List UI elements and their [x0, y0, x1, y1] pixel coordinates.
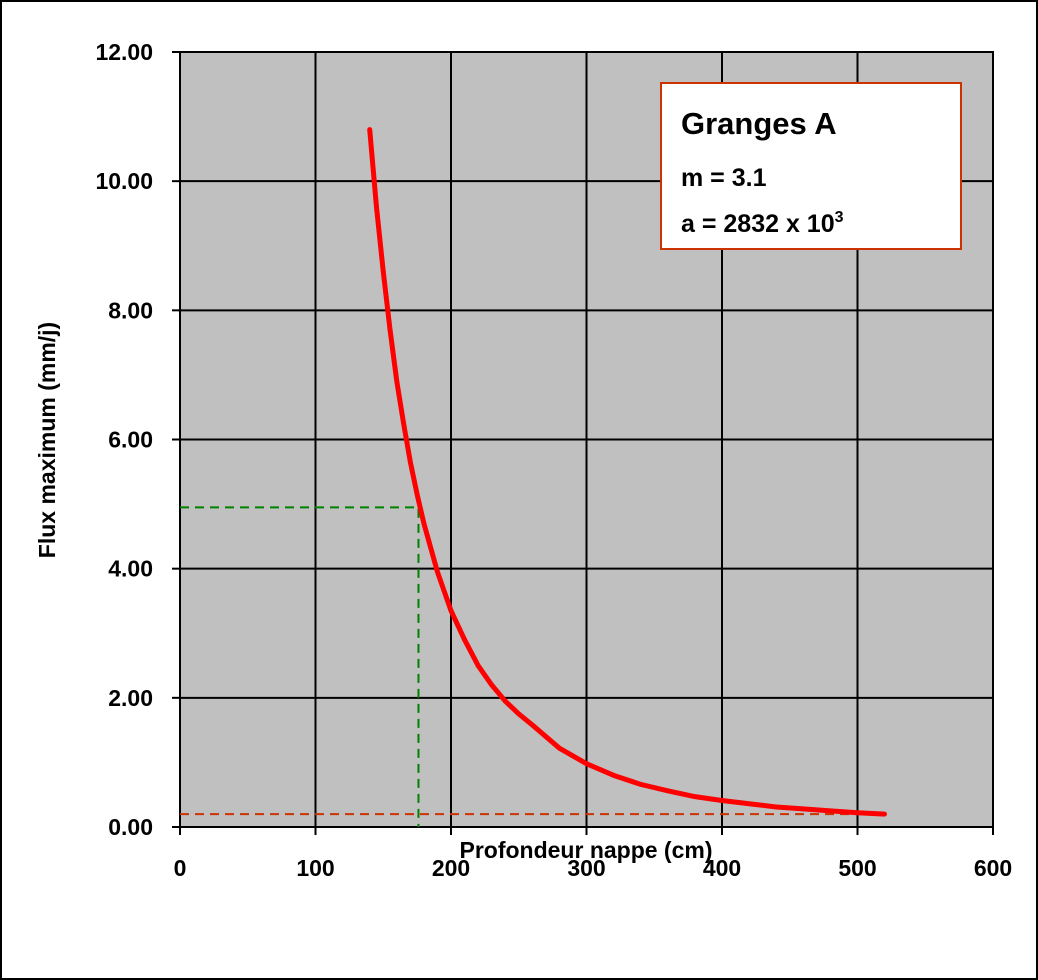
annotation-box-border: [660, 82, 962, 250]
annotation-m-value: m = 3.1: [681, 164, 767, 192]
series-line-0: [367, 129, 885, 817]
x-tick-label: 500: [838, 855, 876, 881]
series-point: [475, 663, 481, 668]
x-tick-label: 600: [974, 855, 1012, 881]
x-tick-label: 400: [703, 855, 741, 881]
annotation-a-base: a = 2832 x 10: [681, 210, 835, 238]
series-point: [489, 682, 495, 688]
series-point: [387, 327, 393, 333]
series-point: [828, 808, 833, 814]
series-point: [502, 698, 508, 704]
series-point: [421, 521, 427, 526]
annotation-a-exponent: 3: [835, 209, 844, 226]
series-point: [692, 794, 698, 800]
x-axis-title: Profondeur nappe (cm): [459, 837, 712, 863]
y-tick-label: 6.00: [108, 427, 153, 453]
annotation-title: Granges A: [681, 106, 837, 141]
series-point: [529, 722, 535, 728]
y-tick-label: 10.00: [95, 168, 153, 194]
y-tick-label: 4.00: [108, 556, 153, 582]
series-point: [638, 781, 644, 787]
series-point: [380, 269, 386, 274]
series-point: [882, 811, 887, 817]
series-point: [462, 637, 467, 643]
y-tick-label: 0.00: [108, 814, 153, 840]
series-point: [516, 711, 522, 717]
series-point: [855, 810, 860, 816]
y-axis-title: Flux maximum (mm/j): [34, 322, 60, 558]
x-tick-label: 200: [432, 855, 470, 881]
series-point: [800, 806, 806, 812]
series-point: [401, 420, 406, 426]
y-tick-label: 2.00: [108, 685, 153, 711]
x-tick-label: 300: [567, 855, 605, 881]
series-point: [719, 798, 725, 803]
reference-line-green: [180, 506, 420, 827]
series-point: [557, 745, 562, 751]
y-tick-label: 12.00: [95, 39, 153, 65]
series-point: [367, 127, 373, 132]
series-point: [448, 608, 454, 614]
x-tick-label: 0: [174, 855, 187, 881]
annotation-box: Granges A m = 3.1 a = 2832 x 103: [660, 82, 962, 250]
x-tick-label: 100: [296, 855, 334, 881]
series-point: [435, 569, 440, 575]
series-point: [746, 801, 752, 807]
series-point: [584, 761, 589, 767]
series-point: [414, 491, 420, 497]
series-point: [665, 788, 671, 794]
series-point: [611, 772, 616, 778]
series-point: [773, 804, 779, 810]
series-point: [394, 378, 400, 384]
series-point: [407, 459, 413, 465]
series-point: [374, 204, 379, 210]
annotation-a-value: a = 2832 x 103: [681, 209, 844, 238]
y-tick-label: 8.00: [108, 297, 153, 323]
